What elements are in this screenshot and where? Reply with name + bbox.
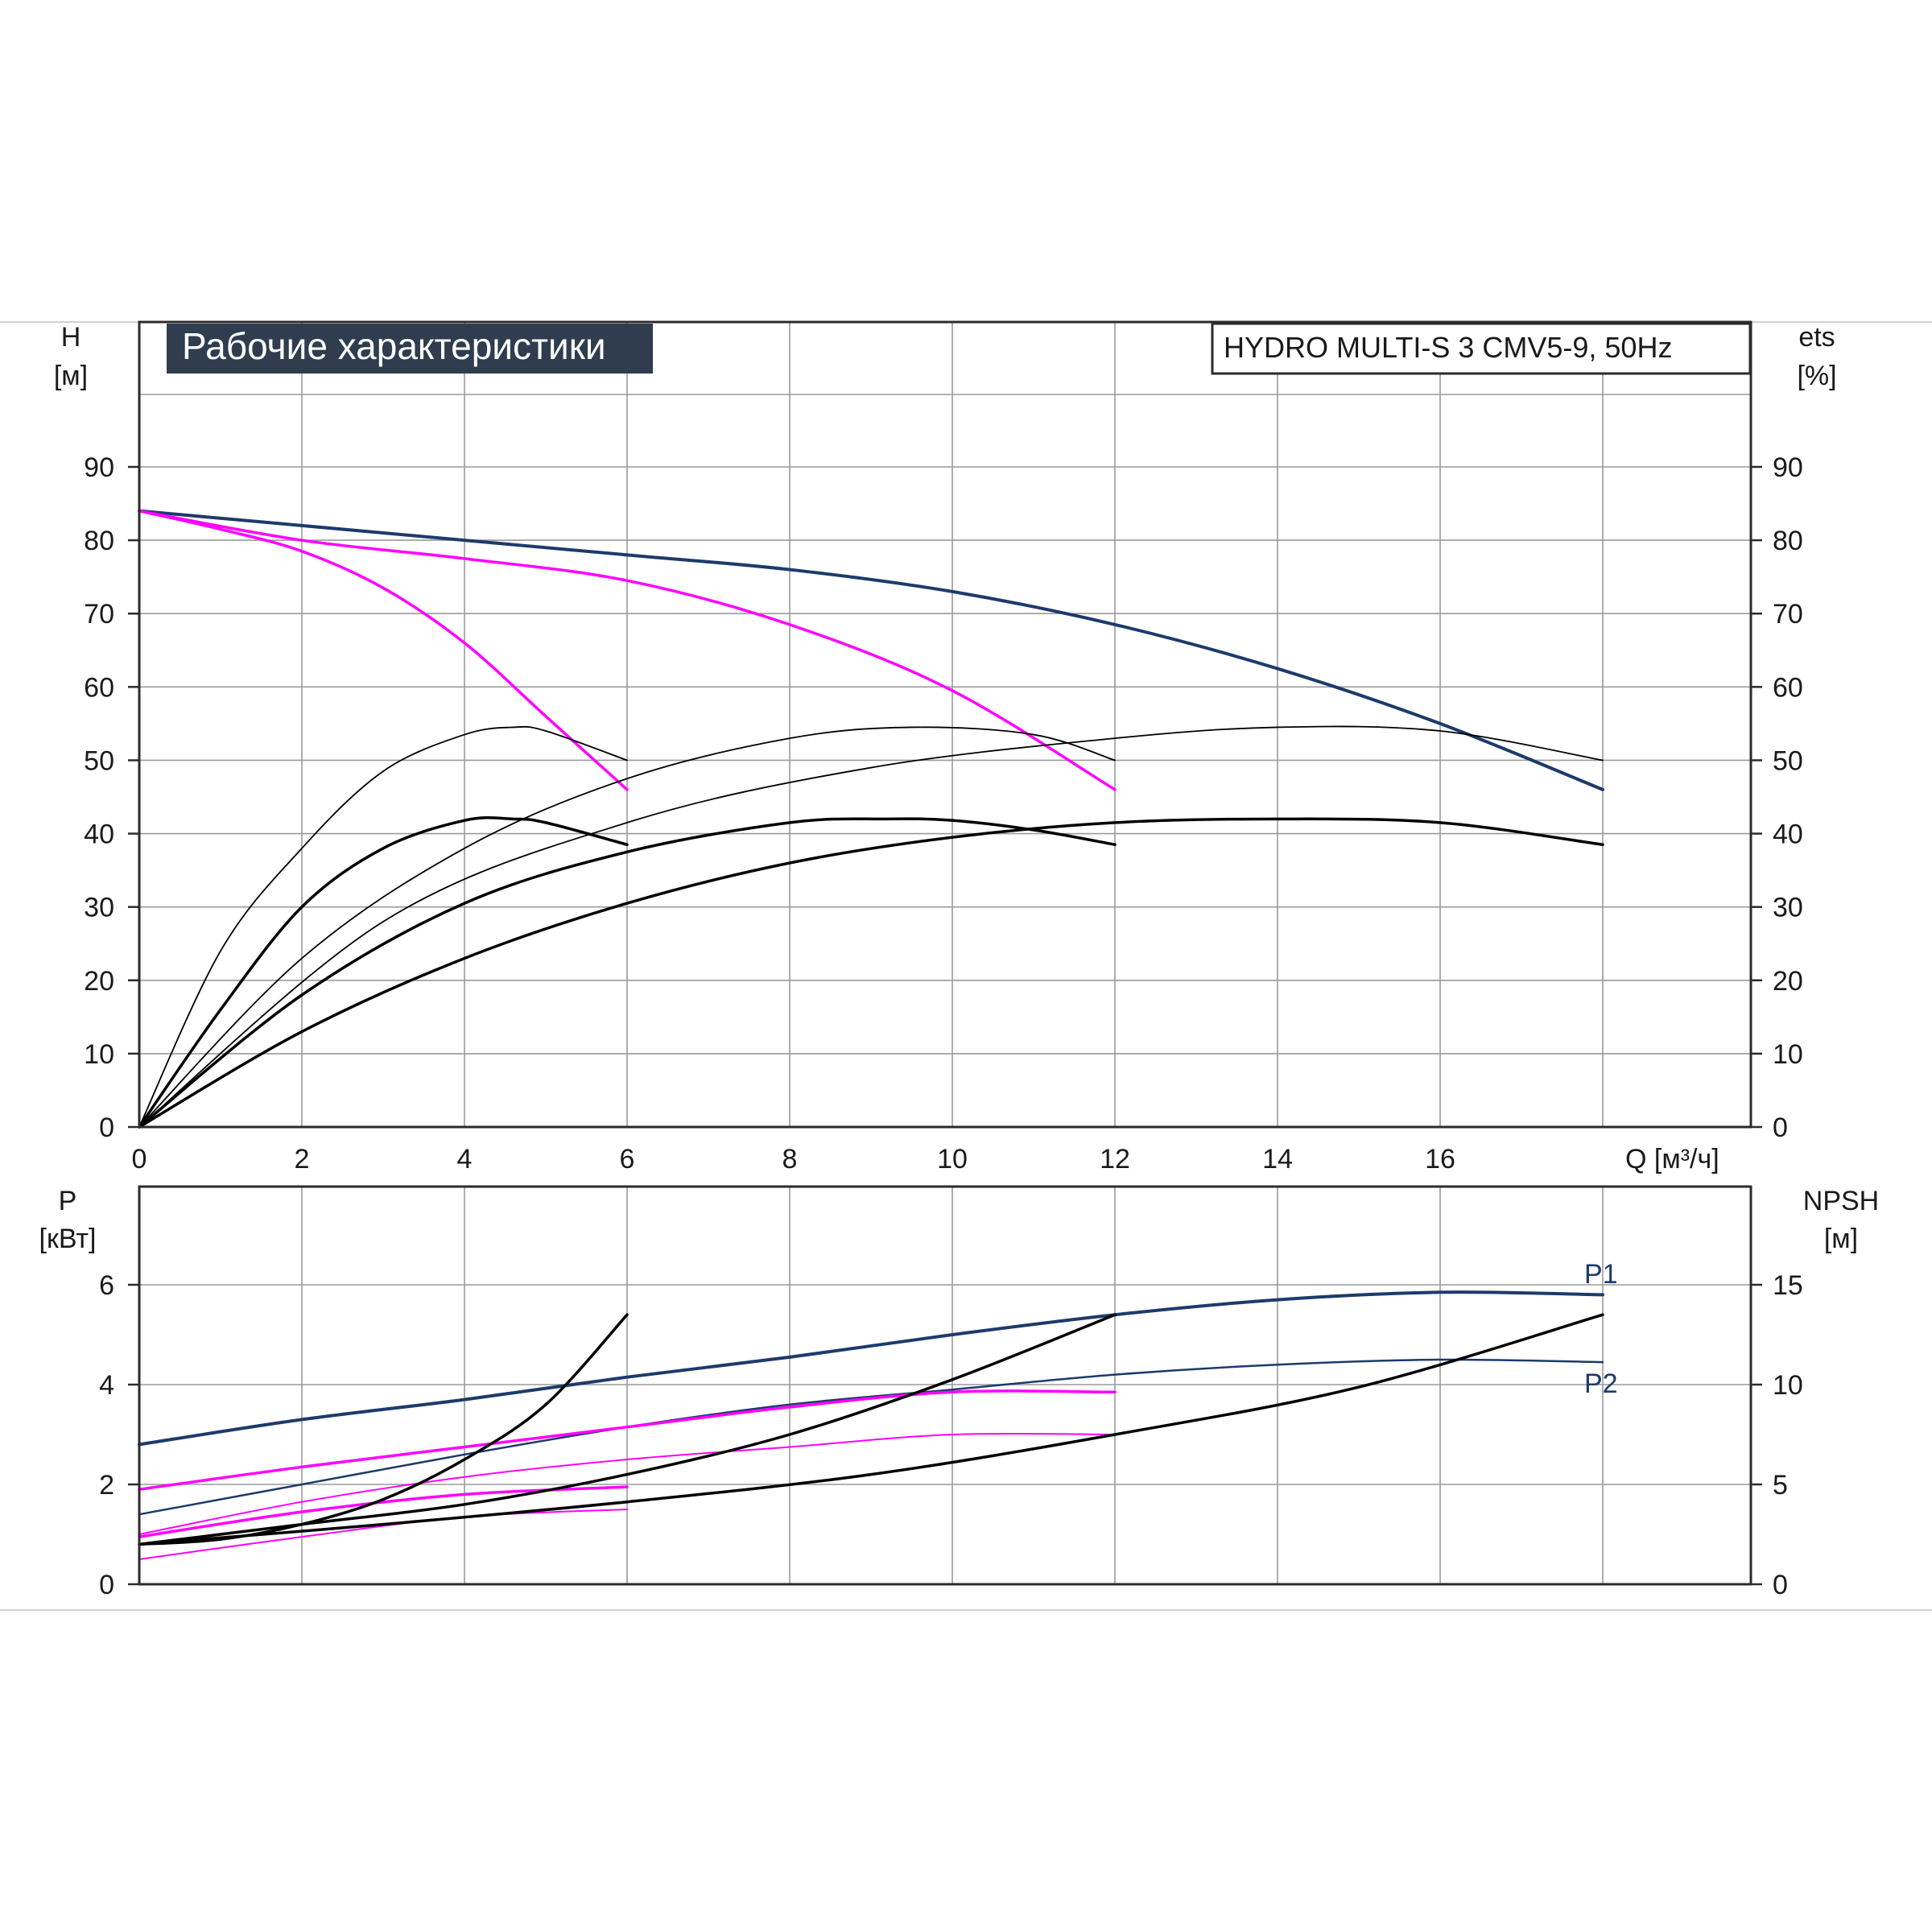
bottom-panel-curves: [138, 1290, 1604, 1560]
top-right-tick-label: 50: [1773, 745, 1803, 776]
top-left-tick-label: 0: [99, 1113, 114, 1143]
top-panel-curves: [138, 509, 1604, 1129]
chart-title-background: [167, 324, 653, 374]
head-efficiency-curve-0: [138, 509, 1604, 791]
bottom-left-tick-label: 0: [99, 1570, 114, 1600]
x-tick-label: 10: [937, 1144, 968, 1174]
top-left-tick-label: 60: [84, 672, 114, 703]
bottom-right-tick-label: 0: [1773, 1570, 1788, 1600]
bottom-left-axis-label: P: [59, 1186, 77, 1216]
bottom-right-tick-label: 10: [1773, 1370, 1803, 1401]
x-tick-label: 8: [782, 1144, 798, 1174]
top-panel-frame: [138, 320, 1752, 1129]
top-panel-grid: [139, 322, 1751, 1127]
top-left-tick-label: 30: [84, 893, 114, 923]
top-right-tick-label: 0: [1773, 1113, 1788, 1143]
top-right-tick-label: 90: [1773, 452, 1803, 483]
top-right-tick-label: 40: [1773, 819, 1803, 850]
head-efficiency-curve-8: [138, 817, 1604, 1129]
x-tick-label: 4: [457, 1144, 473, 1174]
top-left-axis-label: H: [61, 322, 81, 353]
p2-series-label: P2: [1584, 1368, 1618, 1399]
head-efficiency-curve-1: [138, 509, 1117, 791]
top-right-axis-unit: [%]: [1797, 361, 1836, 391]
top-right-tick-label: 70: [1773, 599, 1803, 630]
top-left-tick-label: 10: [84, 1039, 114, 1070]
x-tick-label: 0: [132, 1144, 147, 1174]
bottom-left-tick-label: 6: [99, 1270, 114, 1301]
top-right-tick-label: 20: [1773, 966, 1803, 997]
bottom-left-tick-label: 2: [99, 1470, 114, 1501]
top-left-tick-label: 20: [84, 966, 114, 997]
power-npsh-curve-6: [138, 1313, 629, 1546]
model-label: HYDRO MULTI-S 3 CMV5-9, 50Hz: [1224, 331, 1672, 364]
head-efficiency-curve-4: [138, 816, 629, 1129]
top-left-tick-label: 80: [84, 526, 114, 556]
top-right-tick-label: 30: [1773, 893, 1803, 923]
bottom-right-axis-unit: [м]: [1824, 1224, 1858, 1254]
top-left-tick-label: 50: [84, 745, 114, 776]
p1-series-label: P1: [1584, 1259, 1618, 1290]
power-npsh-curve-0: [138, 1290, 1604, 1447]
top-right-axis-label: ets: [1798, 322, 1835, 353]
bottom-right-axis-label: NPSH: [1803, 1186, 1879, 1216]
head-efficiency-curve-6: [138, 817, 1117, 1129]
bottom-left-tick-label: 4: [99, 1370, 114, 1401]
x-tick-label: 6: [620, 1144, 635, 1174]
chart-title: Рабочие характеристики: [182, 325, 606, 367]
top-left-tick-label: 40: [84, 819, 114, 850]
top-right-tick-label: 60: [1773, 672, 1803, 703]
power-npsh-curve-5: [138, 1509, 628, 1560]
top-right-tick-label: 80: [1773, 526, 1803, 556]
head-efficiency-curve-7: [138, 725, 1604, 1128]
model-label-box: [1211, 322, 1752, 375]
power-npsh-curve-3: [138, 1432, 1116, 1535]
head-efficiency-curve-3: [138, 725, 628, 1128]
power-npsh-curve-1: [138, 1358, 1604, 1516]
bottom-right-tick-label: 5: [1773, 1470, 1788, 1501]
x-tick-label: 14: [1262, 1144, 1293, 1174]
x-tick-label: 16: [1425, 1144, 1455, 1174]
top-left-tick-label: 70: [84, 599, 114, 630]
x-axis-label: Q [м³/ч]: [1625, 1144, 1719, 1174]
power-npsh-curve-8: [138, 1313, 1604, 1546]
top-left-axis-unit: [м]: [54, 361, 88, 391]
head-efficiency-curve-2: [138, 509, 629, 791]
x-tick-label: 12: [1100, 1144, 1130, 1174]
bottom-left-axis-unit: [кВт]: [39, 1224, 97, 1254]
bottom-right-tick-label: 15: [1773, 1270, 1803, 1301]
top-left-tick-label: 90: [84, 452, 114, 483]
head-efficiency-curve-5: [138, 726, 1116, 1128]
power-npsh-curve-7: [138, 1313, 1117, 1546]
top-right-tick-label: 10: [1773, 1039, 1803, 1070]
x-tick-label: 2: [295, 1144, 310, 1174]
power-npsh-curve-2: [138, 1389, 1117, 1491]
